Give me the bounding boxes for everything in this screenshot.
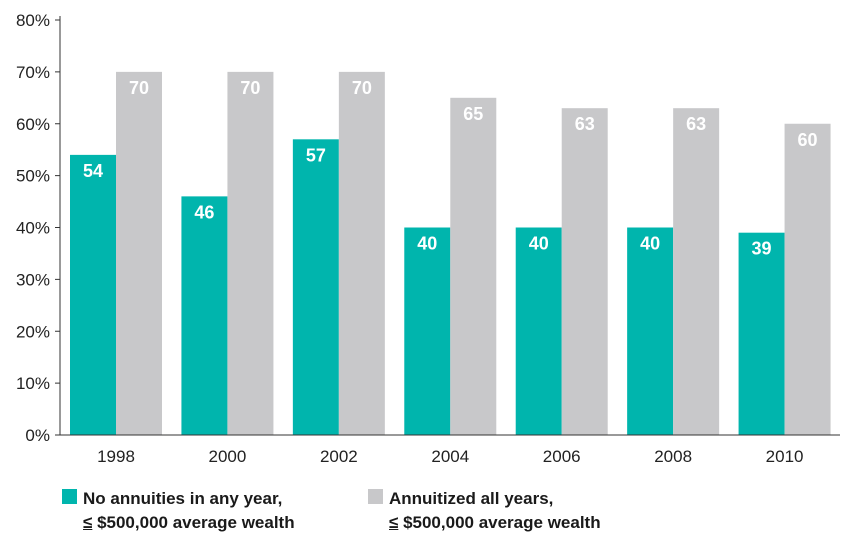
bar-annuitized-2010	[784, 123, 831, 435]
x-axis: 1998 2000 2002 2004 2006 2008 2010	[60, 434, 840, 466]
bar-value-label: 70	[352, 78, 372, 98]
bar-value-label: 39	[752, 239, 772, 259]
bar-value-label: 70	[129, 78, 149, 98]
bars: 54 70 46 70 57 70 40 65 40 63 40 63 39 60	[70, 71, 831, 435]
legend-label-line1: No annuities in any year,	[83, 489, 283, 508]
legend-le-symbol: ≤	[83, 513, 93, 532]
bar-annuitized-2002	[338, 71, 385, 435]
bar-value-label: 70	[240, 78, 260, 98]
bar-no-annuities-1998	[70, 154, 116, 435]
y-tick-label: 10%	[16, 374, 50, 393]
bar-no-annuities-2010	[738, 232, 785, 435]
bar-annuitized-1998	[116, 71, 162, 435]
x-tick-label: 2000	[209, 447, 247, 466]
legend-label-line1: Annuitized all years,	[389, 489, 554, 508]
bar-no-annuities-2000	[181, 196, 228, 435]
y-tick-label: 0%	[25, 426, 50, 445]
bar-value-label: 40	[417, 234, 437, 254]
bar-no-annuities-2002	[292, 139, 339, 435]
bar-value-label: 57	[306, 145, 326, 165]
y-tick-label: 80%	[16, 11, 50, 30]
legend-swatch-teal	[62, 489, 77, 504]
bar-value-label: 46	[194, 202, 214, 222]
bar-value-label: 63	[686, 114, 706, 134]
x-tick-label: 2002	[320, 447, 358, 466]
bar-value-label: 63	[575, 114, 595, 134]
x-tick-label: 1998	[97, 447, 135, 466]
y-axis: 0% 10% 20% 30% 40% 50% 60% 70% 80%	[16, 11, 61, 445]
y-tick-label: 30%	[16, 270, 50, 289]
legend-le-symbol: ≤	[389, 513, 399, 532]
bar-value-label: 54	[83, 161, 103, 181]
bar-annuitized-2008	[673, 108, 720, 435]
legend-item-no-annuities: No annuities in any year, ≤ $500,000 ave…	[62, 487, 295, 535]
y-tick-label: 70%	[16, 63, 50, 82]
bar-annuitized-2006	[561, 108, 608, 435]
x-tick-label: 2006	[543, 447, 581, 466]
legend-item-annuitized: Annuitized all years, ≤ $500,000 average…	[368, 487, 601, 535]
bar-value-label: 40	[640, 234, 660, 254]
y-tick-label: 60%	[16, 115, 50, 134]
legend-label-line2: $500,000 average wealth	[398, 513, 601, 532]
y-tick-label: 50%	[16, 167, 50, 186]
y-tick-label: 40%	[16, 219, 50, 238]
bar-annuitized-2000	[227, 71, 274, 435]
y-tick-label: 20%	[16, 322, 50, 341]
x-tick-label: 2010	[766, 447, 804, 466]
bar-value-label: 65	[463, 104, 483, 124]
x-tick-label: 2004	[431, 447, 469, 466]
legend-label-line2: $500,000 average wealth	[92, 513, 295, 532]
bar-no-annuities-2004	[404, 227, 451, 435]
x-tick-label: 2008	[654, 447, 692, 466]
bar-chart: 0% 10% 20% 30% 40% 50% 60% 70% 80% 54 70 46 70 57 70 4…	[16, 11, 840, 466]
bar-no-annuities-2008	[627, 227, 674, 435]
bar-no-annuities-2006	[515, 227, 562, 435]
legend-swatch-gray	[368, 489, 383, 504]
bar-value-label: 40	[529, 234, 549, 254]
bar-value-label: 60	[798, 130, 818, 150]
bar-annuitized-2004	[450, 97, 497, 435]
